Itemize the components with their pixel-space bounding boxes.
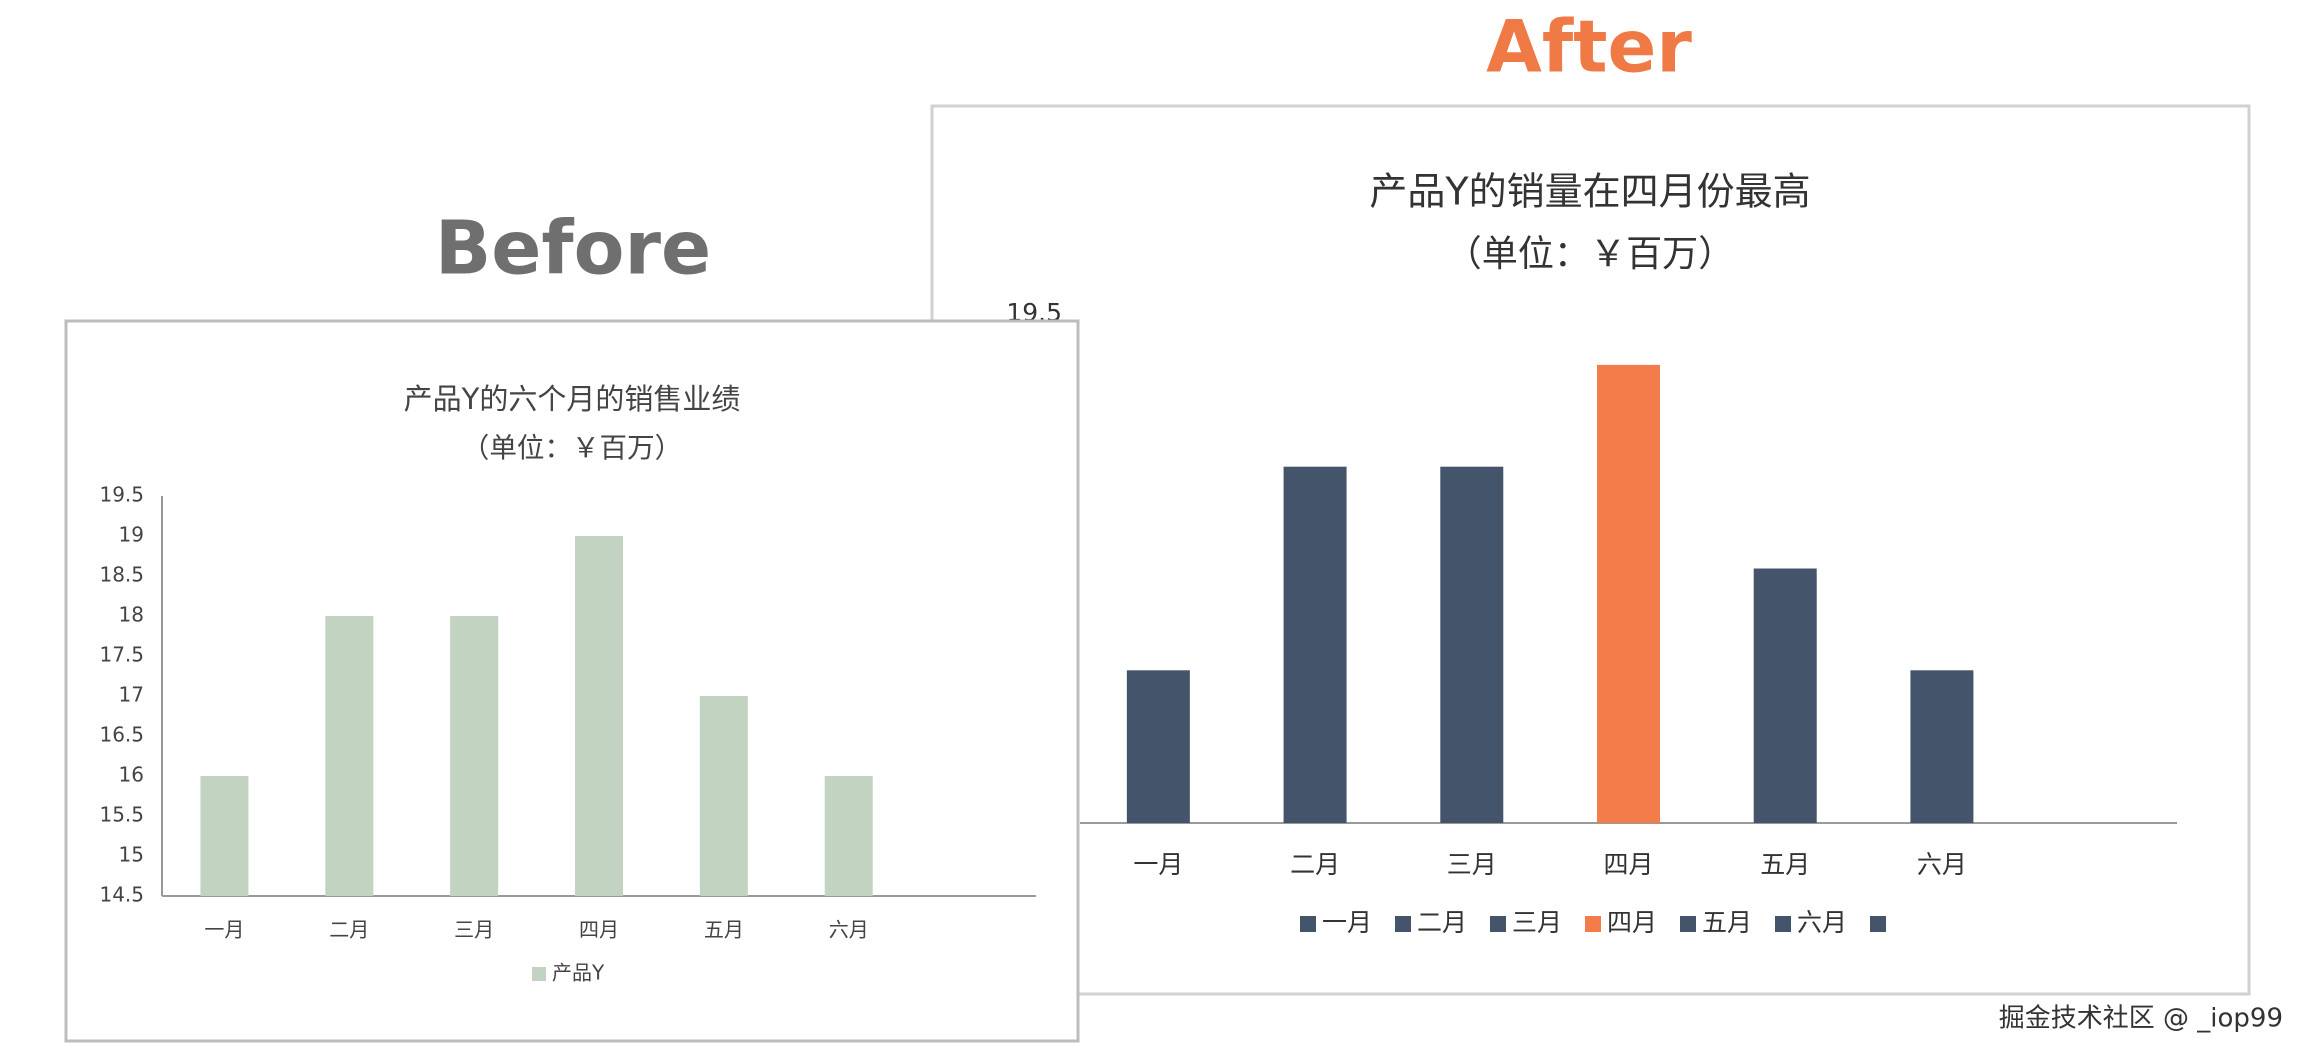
chart-title: 产品Y的六个月的销售业绩 (404, 382, 741, 416)
legend-swatch (1775, 916, 1791, 932)
after-heading: After (1486, 5, 1692, 89)
y-tick-label: 14.5 (99, 883, 144, 907)
x-tick-label: 四月 (579, 918, 619, 942)
y-tick-label: 16.5 (99, 723, 144, 747)
bar (1126, 670, 1190, 823)
bar (1440, 466, 1504, 823)
legend-swatch (1680, 916, 1696, 932)
x-tick-label: 二月 (1290, 850, 1340, 879)
card (64, 319, 1080, 1043)
y-tick-label: 15 (119, 843, 144, 867)
x-tick-label: 三月 (1447, 850, 1497, 879)
before-card: 产品Y的六个月的销售业绩 （单位：￥百万） 14.5 15 15.5 16 16.5 17 17… (64, 319, 1080, 1043)
y-tick-label: 17.5 (99, 643, 144, 667)
bar (1597, 364, 1660, 823)
card (930, 104, 2251, 996)
bar (1753, 568, 1817, 823)
legend-label: 一月 (1322, 908, 1372, 937)
bar (1283, 466, 1347, 823)
legend-swatch (532, 967, 546, 981)
legend-swatch (1870, 916, 1886, 932)
x-tick-label: 六月 (829, 918, 869, 942)
chart-subtitle: （单位：￥百万） (462, 432, 682, 464)
legend-label: 二月 (1417, 908, 1467, 937)
y-tick-label: 18.5 (99, 563, 144, 587)
y-tick-label: 18 (119, 603, 144, 627)
legend-label: 五月 (1702, 908, 1752, 937)
bar (325, 616, 374, 896)
legend-swatch (1490, 916, 1506, 932)
y-tick-label: 19.5 (99, 483, 144, 507)
legend-label: 三月 (1512, 908, 1562, 937)
legend-swatch (1395, 916, 1411, 932)
x-tick-label: 五月 (704, 918, 744, 942)
y-tick-label: 16 (119, 763, 144, 787)
x-tick-label: 一月 (204, 918, 244, 942)
before-heading: Before (435, 206, 711, 292)
y-tick-label: 17 (119, 683, 144, 707)
bar (1910, 670, 1974, 823)
watermark: 掘金技术社区 @ _iop99 (1999, 1004, 2283, 1034)
bar (824, 776, 873, 896)
bar (200, 776, 249, 896)
y-tick-label: 19 (119, 523, 144, 547)
chart-title: 产品Y的销量在四月份最高 (1369, 170, 1810, 214)
bar (450, 616, 499, 896)
legend-label: 四月 (1607, 908, 1657, 937)
bar (699, 696, 748, 896)
x-tick-label: 四月 (1603, 850, 1653, 879)
x-tick-label: 五月 (1760, 850, 1810, 879)
legend-label: 产品Y (552, 961, 605, 985)
x-tick-label: 三月 (454, 918, 494, 942)
legend-swatch (1585, 916, 1601, 932)
bar (575, 536, 623, 896)
x-tick-label: 一月 (1133, 850, 1183, 879)
x-tick-label: 二月 (329, 918, 369, 942)
legend-swatch (1300, 916, 1316, 932)
y-tick-label: 15.5 (99, 803, 144, 827)
x-tick-label: 六月 (1917, 850, 1967, 879)
legend-label: 六月 (1797, 908, 1847, 937)
chart-subtitle: （单位：￥百万） (1446, 233, 1735, 275)
